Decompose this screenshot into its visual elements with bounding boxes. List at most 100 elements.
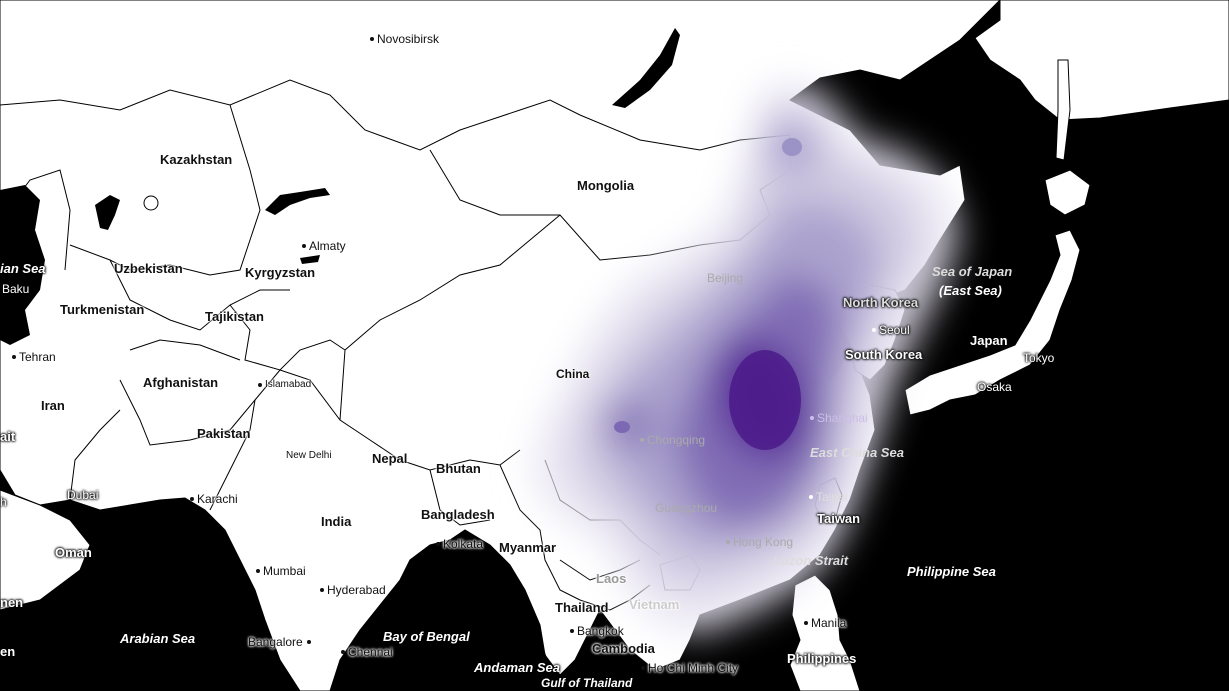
city-baku: Baku <box>2 282 30 296</box>
city-guangzhou: Guangzhou <box>655 501 718 515</box>
city-dot <box>570 629 574 633</box>
arabian-sea <box>0 500 290 691</box>
city-dot <box>641 666 645 670</box>
city-bangalore: Bangalore <box>248 636 314 648</box>
label-japan: Japan <box>970 333 1008 348</box>
city-chongqing: Chongqing <box>640 434 705 446</box>
aral-sea <box>95 195 120 230</box>
city-karachi: Karachi <box>190 493 238 505</box>
city-dot <box>370 37 374 41</box>
city-hyderabad: Hyderabad <box>320 584 386 596</box>
label-china: China <box>556 367 590 381</box>
gulf-of-thailand <box>575 625 630 691</box>
city-seoul: Seoul <box>872 324 910 336</box>
land-philippines <box>789 574 861 691</box>
density-core-1 <box>614 421 630 433</box>
bay-of-bengal <box>350 545 560 691</box>
label-edge-en: en <box>0 644 16 659</box>
sea-of-japan <box>930 120 1060 330</box>
label-bangladesh: Bangladesh <box>421 507 495 522</box>
city-beijing: Beijing <box>707 271 744 285</box>
label-oman: Oman <box>55 545 92 560</box>
city-islamabad: Islamabad <box>258 380 311 390</box>
label-south-korea: South Korea <box>845 347 923 362</box>
city-chennai: Chennai <box>341 646 393 658</box>
city-dot <box>804 621 808 625</box>
city-tehran: Tehran <box>12 351 56 363</box>
sea-east-china: East China Sea <box>810 445 904 460</box>
sea-arabian: Arabian Sea <box>120 631 196 646</box>
city-hong-kong: Hong Kong <box>726 536 793 548</box>
city-dot <box>258 383 262 387</box>
label-uzbekistan: Uzbekistan <box>114 261 183 276</box>
city-dot <box>1016 356 1020 360</box>
land-hokkaido <box>1044 169 1091 216</box>
city-dot <box>320 588 324 592</box>
sea-gulf-of-thailand: Gulf of Thailand <box>541 676 633 690</box>
city-dot <box>306 640 311 644</box>
city-almaty: Almaty <box>302 240 346 252</box>
city-dot <box>256 569 260 573</box>
city-tokyo: Tokyo <box>1016 352 1054 364</box>
label-philippines: Philippines <box>787 651 857 666</box>
city-dot <box>970 385 974 389</box>
sea-japan: Sea of Japan <box>932 264 1013 279</box>
city-manila: Manila <box>804 617 846 629</box>
sea-okhotsk: Sea of Okhotsk <box>1070 67 1165 82</box>
city-dot <box>726 540 730 544</box>
city-novosibirsk: Novosibirsk <box>370 33 439 45</box>
label-thailand: Thailand <box>555 600 609 615</box>
lake-balkhash <box>265 188 330 215</box>
city-dot <box>436 542 440 546</box>
label-iran: Iran <box>41 398 65 413</box>
sea-luzon-strait: Luzon Strait <box>773 553 849 568</box>
sea-japan-east-sea: (East Sea) <box>939 283 1002 298</box>
caspian-sea <box>0 185 45 345</box>
lake-small <box>143 195 159 211</box>
city-dubai: Dubai <box>60 489 98 501</box>
label-vietnam: Vietnam <box>629 597 680 612</box>
label-edge-yemen: nen <box>0 595 24 610</box>
land-arabia <box>0 489 91 611</box>
city-dot <box>640 438 644 442</box>
city-dot <box>60 493 64 497</box>
sea-caspian-fragment: ian Sea <box>0 261 46 276</box>
label-cambodia: Cambodia <box>592 641 655 656</box>
city-dot <box>341 650 345 654</box>
label-taiwan: Taiwan <box>817 511 861 526</box>
city-dot <box>302 244 306 248</box>
label-north-korea: North Korea <box>843 295 919 310</box>
city-mumbai: Mumbai <box>256 565 306 577</box>
city-new-delhi: New Delhi <box>286 450 332 461</box>
lake-baikal <box>612 28 680 108</box>
label-edge-fragment-h: h <box>0 495 7 509</box>
sea-andaman: Andaman Sea <box>474 660 560 675</box>
label-edge-kuwait: ait <box>0 429 16 444</box>
city-dot <box>12 355 16 359</box>
label-kyrgyzstan: Kyrgyzstan <box>245 265 316 280</box>
density-peak <box>729 350 801 450</box>
city-kolkata: Kolkata <box>436 538 483 550</box>
city-osaka: Osaka <box>970 381 1012 393</box>
city-dot <box>872 328 876 332</box>
label-afghanistan: Afghanistan <box>143 375 219 390</box>
city-dot <box>810 416 814 420</box>
city-bangkok: Bangkok <box>570 625 624 637</box>
city-ho-chi-minh: Ho Chi Minh City <box>641 662 738 674</box>
city-shanghai: Shanghai <box>810 412 868 424</box>
sea-bay-of-bengal: Bay of Bengal <box>383 629 470 644</box>
land-sakhalin <box>1055 59 1071 161</box>
label-turkmenistan: Turkmenistan <box>60 302 145 317</box>
city-dot <box>190 497 194 501</box>
label-nepal: Nepal <box>372 451 408 466</box>
sea-philippine: Philippine Sea <box>907 564 996 579</box>
label-bhutan: Bhutan <box>436 461 481 476</box>
lake-issyk <box>300 255 320 264</box>
land-japan <box>904 229 1081 416</box>
label-laos: Laos <box>596 571 627 586</box>
label-kazakhstan: Kazakhstan <box>160 152 233 167</box>
label-tajikistan: Tajikistan <box>205 309 265 324</box>
city-dot <box>809 495 813 499</box>
